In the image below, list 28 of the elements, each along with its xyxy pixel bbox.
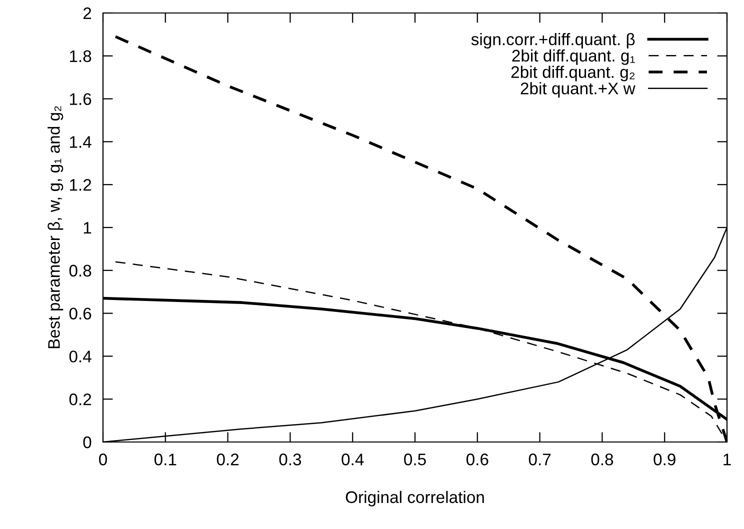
y-tick-label: 0.2 xyxy=(69,394,92,406)
y-axis-title: Best parameter β, w, g, g₁ and g₂ xyxy=(48,106,64,348)
x-tick-label: 0.6 xyxy=(466,454,488,466)
x-tick-label: 0.8 xyxy=(591,454,614,466)
legend-label: 2bit diff.quant. g₂ xyxy=(511,66,635,82)
y-tick-label: 1.6 xyxy=(70,93,92,106)
y-tick-label: 0.4 xyxy=(69,350,92,362)
x-tick-label: 0.3 xyxy=(279,454,302,466)
x-tick-label: 1 xyxy=(724,454,731,466)
x-axis-title: Original correlation xyxy=(346,490,484,506)
y-tick-label: 2 xyxy=(83,7,92,20)
y-tick-label: 1 xyxy=(84,222,92,234)
x-tick-label: 0.4 xyxy=(342,454,364,466)
x-tick-label: 0.1 xyxy=(154,454,176,466)
x-tick-label: 0.5 xyxy=(404,454,426,466)
y-tick-label: 1.2 xyxy=(70,179,92,191)
legend-label: sign.corr.+diff.quant. β xyxy=(471,33,635,49)
y-tick-label: 0.8 xyxy=(69,264,92,277)
y-tick-label: 1.8 xyxy=(70,50,92,62)
y-tick-label: 1.4 xyxy=(70,136,92,148)
y-tick-label: 0 xyxy=(83,436,92,448)
y-tick-label: 0.6 xyxy=(69,308,92,320)
x-tick-label: 0 xyxy=(99,454,107,466)
legend-label: 2bit diff.quant. g₁ xyxy=(512,49,635,65)
x-tick-label: 0.7 xyxy=(528,454,551,466)
x-tick-label: 0.9 xyxy=(654,454,676,466)
legend-label: 2bit quant.+X w xyxy=(520,82,636,98)
x-tick-label: 0.2 xyxy=(216,454,239,466)
